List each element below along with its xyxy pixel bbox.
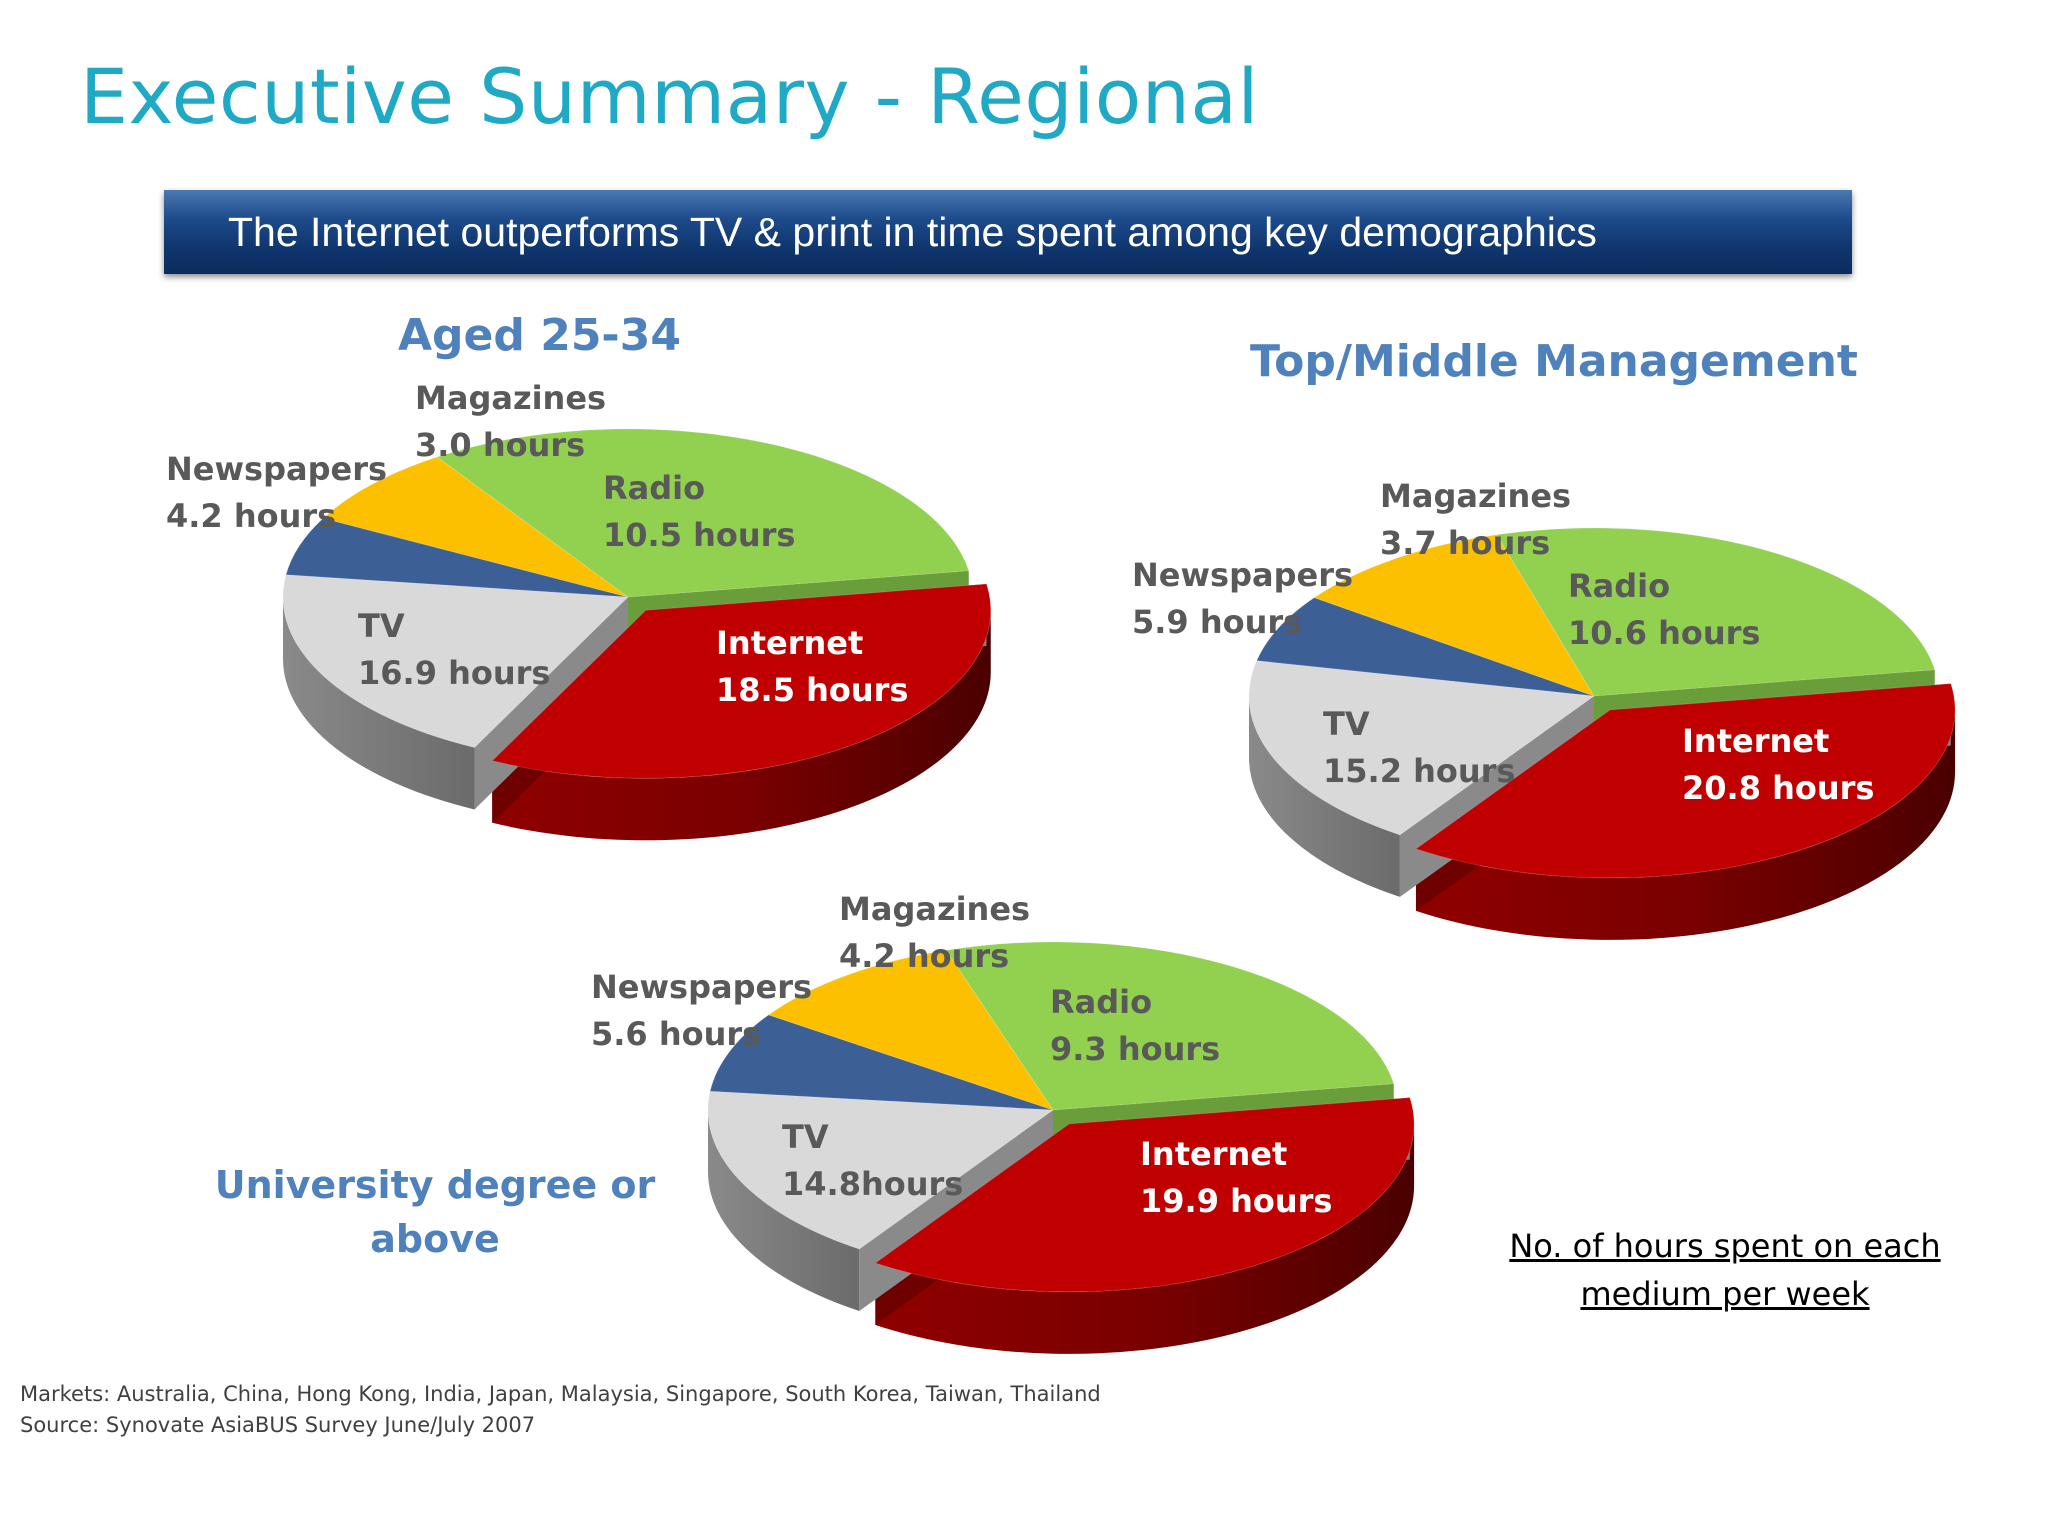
label-tv: TV 16.9 hours [358,603,550,697]
label-name: Internet [1682,722,1830,760]
pie-chart-2 [1248,527,1956,940]
label-value: 16.9 hours [358,654,551,692]
footer-markets: Markets: Australia, China, Hong Kong, In… [20,1382,1101,1406]
pie-slice-newspapers [767,949,1055,1111]
label-name: Internet [1140,1135,1288,1173]
label-magazines: Magazines 4.2 hours [839,886,1030,980]
label-value: 14.8hours [782,1165,964,1203]
label-value: 4.2 hours [839,937,1010,975]
label-newspapers: Newspapers 4.2 hours [166,446,387,540]
pie-side-internet [1415,709,1956,940]
label-tv: TV 15.2 hours [1323,701,1515,795]
label-value: 4.2 hours [166,497,337,535]
pie-side-internet [492,610,991,841]
pie-slice-magazines [709,1014,1054,1111]
footer-source: Source: Synovate AsiaBUS Survey June/Jul… [20,1413,536,1437]
pie-slice-newspapers [1313,534,1596,697]
pie-slice-newspapers [322,456,629,598]
label-value: 3.7 hours [1380,524,1551,562]
label-newspapers: Newspapers 5.6 hours [591,964,812,1058]
label-name: Radio [1050,983,1153,1021]
headline-banner: The Internet outperforms TV & print in t… [164,190,1852,274]
pie-slice-internet [874,1097,1415,1293]
pie-slice-magazines [1255,597,1595,697]
pie-side-internet [875,1123,1415,1354]
label-name: Radio [1568,567,1671,605]
label-name: TV [1323,705,1370,743]
pie-side-radio [283,597,475,810]
label-magazines: Magazines 3.7 hours [1380,473,1571,567]
label-radio: Radio 9.3 hours [1050,979,1220,1073]
label-value: 5.9 hours [1132,603,1303,641]
label-value: 18.5 hours [716,671,909,709]
label-newspapers: Newspapers 5.9 hours [1132,552,1353,646]
label-name: Newspapers [166,450,388,488]
label-radio: Radio 10.5 hours [603,465,795,559]
label-name: Radio [603,469,706,507]
chart-title-university-text: University degree or above [214,1163,656,1261]
label-name: Internet [716,624,864,662]
label-name: Magazines [415,379,607,417]
label-name: TV [782,1118,829,1156]
label-value: 3.0 hours [415,426,586,464]
pie-slice-radio [282,574,630,749]
pie-chart-3 [707,941,1415,1354]
label-value: 5.6 hours [591,1015,762,1053]
label-name: TV [358,607,405,645]
pie-chart-1 [282,428,992,841]
pie-slice-radio [707,1090,1055,1250]
pie-slice-tv [945,941,1395,1111]
label-radio: Radio 10.6 hours [1568,563,1760,657]
label-value: 20.8 hours [1682,769,1875,807]
label-name: Magazines [839,890,1031,928]
pie-side-radio [1249,696,1400,897]
pie-slice-internet [491,583,992,779]
pie-slice-tv [1495,527,1936,697]
pie-side-radio [708,1110,860,1312]
label-name: Magazines [1380,477,1572,515]
label-value: 19.9 hours [1140,1182,1333,1220]
units-note: No. of hours spent on each medium per we… [1509,1227,1941,1313]
pie-slice-internet [1414,683,1956,879]
chart-title-management: Top/Middle Management [1250,336,1858,387]
page-title: Executive Summary - Regional [80,52,1260,141]
label-internet: Internet 20.8 hours [1682,718,1874,812]
label-name: Newspapers [1132,556,1354,594]
label-internet: Internet 18.5 hours [716,620,908,714]
pie-slice-magazines [285,517,629,598]
label-internet: Internet 19.9 hours [1140,1131,1332,1225]
chart-title-university: University degree or above [200,1158,670,1266]
label-value: 10.6 hours [1568,614,1761,652]
label-value: 15.2 hours [1323,752,1516,790]
label-value: 10.5 hours [603,516,796,554]
pie-slice-tv [436,428,970,598]
pie-slice-radio [1248,660,1596,836]
label-value: 9.3 hours [1050,1030,1221,1068]
label-magazines: Magazines 3.0 hours [415,375,606,469]
label-tv: TV 14.8hours [782,1114,963,1208]
chart-title-aged-25-34: Aged 25-34 [398,310,681,361]
label-name: Newspapers [591,968,813,1006]
